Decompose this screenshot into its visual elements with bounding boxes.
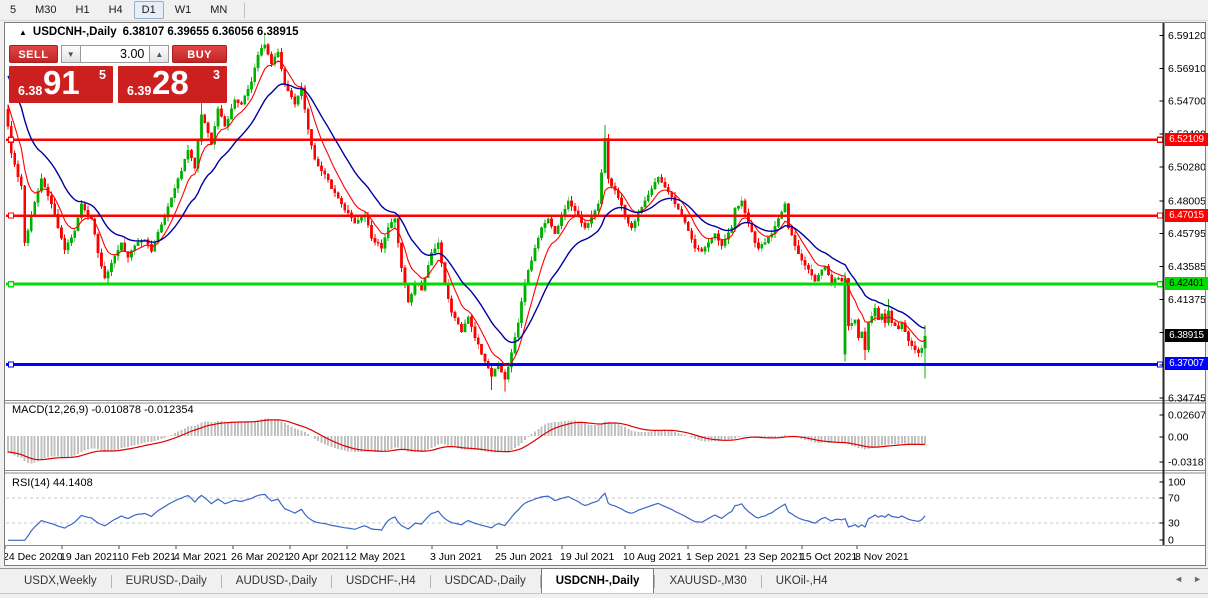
chart-tab-eurusddaily[interactable]: EURUSD-,Daily xyxy=(125,575,207,587)
svg-text:6.56910: 6.56910 xyxy=(1168,63,1205,75)
svg-text:19 Jul 2021: 19 Jul 2021 xyxy=(560,551,614,563)
svg-text:10 Feb 2021: 10 Feb 2021 xyxy=(117,551,176,563)
macd-histogram xyxy=(7,418,927,464)
timeframe-button-d1[interactable]: D1 xyxy=(133,1,164,19)
sell-button[interactable]: SELL xyxy=(9,45,58,63)
chart-tab-usdchfh4[interactable]: USDCHF-,H4 xyxy=(345,575,416,587)
collapse-trade-panel-icon[interactable]: ▲ xyxy=(19,27,27,37)
svg-text:0.00: 0.00 xyxy=(1168,432,1189,444)
svg-text:25 Jun 2021: 25 Jun 2021 xyxy=(495,551,553,563)
level-lines[interactable] xyxy=(6,136,1164,368)
svg-text:19 Jan 2021: 19 Jan 2021 xyxy=(60,551,118,563)
svg-text:10 Aug 2021: 10 Aug 2021 xyxy=(623,551,682,563)
svg-text:6.48005: 6.48005 xyxy=(1168,195,1205,207)
svg-text:20 Apr 2021: 20 Apr 2021 xyxy=(288,551,345,563)
chart-window[interactable]: 6.591206.569106.547006.524906.502806.480… xyxy=(4,22,1208,566)
one-click-trading-panel: SELL ▼ 3.00 ▲ BUY 6.38 91 5 6.39 28 3 xyxy=(9,45,227,103)
svg-text:6.41375: 6.41375 xyxy=(1168,294,1205,306)
chart-tab-bar: USDX,Weekly EURUSD-,Daily AUDUSD-,Daily USD… xyxy=(0,568,1208,593)
svg-text:6.59120: 6.59120 xyxy=(1168,30,1205,42)
price-level-label-6.42401: 6.42401 xyxy=(1165,277,1208,290)
sell-quote-button[interactable]: 6.38 91 5 xyxy=(9,64,113,103)
rsi-label: RSI(14) 44.1408 xyxy=(12,477,93,489)
svg-text:6.45795: 6.45795 xyxy=(1168,228,1205,240)
status-strip xyxy=(0,593,1208,598)
tab-separator xyxy=(654,574,656,588)
price-level-label-6.47015: 6.47015 xyxy=(1165,209,1208,222)
timeframe-button-m30[interactable]: M30 xyxy=(35,4,57,16)
svg-text:6.43585: 6.43585 xyxy=(1168,261,1205,273)
svg-text:1 Sep 2021: 1 Sep 2021 xyxy=(686,551,740,563)
buy-button[interactable]: BUY xyxy=(172,45,227,63)
chart-tab-xauusdm30[interactable]: XAUUSD-,M30 xyxy=(669,575,747,587)
tab-separator xyxy=(330,574,332,588)
svg-text:15 Oct 2021: 15 Oct 2021 xyxy=(800,551,857,563)
sell-price-pip: 5 xyxy=(99,68,106,82)
price-level-label-6.37007: 6.37007 xyxy=(1165,357,1208,370)
chart-ohlc-values: 6.38107 6.39655 6.36056 6.38915 xyxy=(122,26,299,38)
tab-separator xyxy=(110,574,112,588)
sell-price-big: 91 xyxy=(43,64,80,101)
pane-separators[interactable] xyxy=(5,23,1205,546)
svg-text:6.50280: 6.50280 xyxy=(1168,161,1205,173)
chart-tab-usdcaddaily[interactable]: USDCAD-,Daily xyxy=(444,575,526,587)
svg-text:-0.03187: -0.03187 xyxy=(1168,457,1205,469)
macd-label: MACD(12,26,9) -0.010878 -0.012354 xyxy=(12,404,194,416)
price-level-label-6.52109: 6.52109 xyxy=(1165,133,1208,146)
timeframe-toolbar: 5 M30 H1 H4 D1 W1 MN xyxy=(0,0,1208,21)
chart-title: ▲ USDCNH-,Daily 6.38107 6.39655 6.36056 … xyxy=(19,26,299,38)
toolbar-separator xyxy=(244,2,246,18)
tab-separator xyxy=(760,574,762,588)
svg-text:3 Jun 2021: 3 Jun 2021 xyxy=(430,551,482,563)
svg-text:26 Mar 2021: 26 Mar 2021 xyxy=(231,551,290,563)
price-level-label-6.38915: 6.38915 xyxy=(1165,329,1208,342)
tab-separator xyxy=(429,574,431,588)
tab-scroll-left-icon[interactable]: ◄ xyxy=(1174,574,1184,584)
svg-text:12 May 2021: 12 May 2021 xyxy=(345,551,406,563)
svg-text:6.34745: 6.34745 xyxy=(1168,393,1205,405)
svg-text:23 Sep 2021: 23 Sep 2021 xyxy=(744,551,804,563)
sell-price-prefix: 6.38 xyxy=(18,84,43,98)
volume-input[interactable]: 3.00 xyxy=(80,45,150,63)
svg-text:4 Mar 2021: 4 Mar 2021 xyxy=(174,551,227,563)
volume-decrease-button[interactable]: ▼ xyxy=(60,45,81,63)
chart-symbol-period: USDCNH-,Daily xyxy=(32,26,117,38)
tab-scroll-right-icon[interactable]: ► xyxy=(1193,574,1202,584)
svg-text:0.02607: 0.02607 xyxy=(1168,410,1205,422)
chart-tab-audusddaily[interactable]: AUDUSD-,Daily xyxy=(235,575,317,587)
chart-tab-usdcnhdaily[interactable]: USDCNH-,Daily xyxy=(540,568,655,593)
svg-text:100: 100 xyxy=(1168,477,1186,489)
timeframe-button-h4[interactable]: H4 xyxy=(108,4,123,16)
svg-text:0: 0 xyxy=(1168,535,1174,547)
svg-text:8 Nov 2021: 8 Nov 2021 xyxy=(855,551,909,563)
volume-increase-button[interactable]: ▲ xyxy=(149,45,170,63)
buy-price-pip: 3 xyxy=(213,68,220,82)
timeframe-button-w1[interactable]: W1 xyxy=(174,4,192,16)
timeframe-button-5[interactable]: 5 xyxy=(10,4,17,16)
svg-text:70: 70 xyxy=(1168,493,1180,505)
timeframe-button-h1[interactable]: H1 xyxy=(75,4,90,16)
tab-separator xyxy=(539,574,541,588)
timeframe-button-mn[interactable]: MN xyxy=(210,4,228,16)
svg-text:30: 30 xyxy=(1168,518,1180,530)
buy-price-big: 28 xyxy=(152,64,189,101)
chart-canvas[interactable]: 6.591206.569106.547006.524906.502806.480… xyxy=(5,23,1205,565)
tab-separator xyxy=(220,574,222,588)
buy-quote-button[interactable]: 6.39 28 3 xyxy=(118,64,227,103)
buy-price-prefix: 6.39 xyxy=(127,84,152,98)
svg-text:6.54700: 6.54700 xyxy=(1168,96,1205,108)
chart-tab-usdxweekly[interactable]: USDX,Weekly xyxy=(24,575,97,587)
chart-tab-ukoilh4[interactable]: UKOil-,H4 xyxy=(775,575,828,587)
svg-text:24 Dec 2020: 24 Dec 2020 xyxy=(5,551,63,563)
